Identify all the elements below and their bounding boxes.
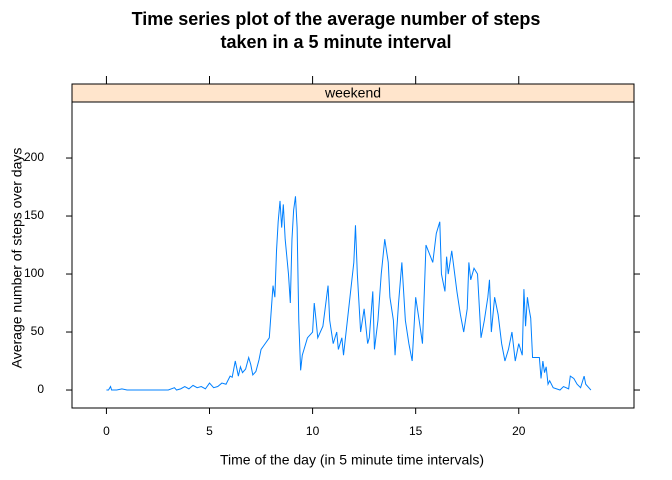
data-line <box>106 196 592 391</box>
y-tick-label: 150 <box>24 208 44 222</box>
chart-title: Time series plot of the average number o… <box>131 9 541 52</box>
panel-border <box>71 83 635 409</box>
y-axis-label: Average number of steps over days <box>9 148 25 369</box>
strip-label: weekend <box>324 85 381 101</box>
y-tick-label: 100 <box>24 266 44 280</box>
y-tick-label: 200 <box>24 150 44 164</box>
x-tick-label: 5 <box>206 424 213 438</box>
x-axis-label: Time of the day (in 5 minute time interv… <box>220 452 484 468</box>
x-tick-label: 10 <box>306 424 320 438</box>
x-tick-label: 0 <box>103 424 110 438</box>
y-tick-label: 50 <box>31 324 45 338</box>
x-tick-label: 20 <box>512 424 526 438</box>
x-tick-label: 15 <box>409 424 423 438</box>
y-tick-label: 0 <box>37 382 44 396</box>
